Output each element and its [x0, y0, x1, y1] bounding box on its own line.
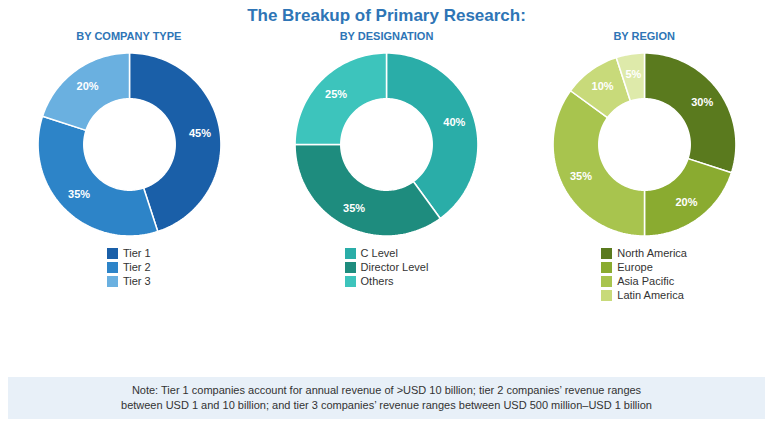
- html-text:Director Level: Director Level: [360, 261, 429, 273]
- html-text:Tier 2: Tier 2: [123, 261, 151, 273]
- svg-text:20%: 20%: [76, 80, 98, 92]
- svg-text:10%: 10%: [592, 80, 614, 92]
- html-text:Latin America: Latin America: [617, 289, 684, 301]
- svg-text:35%: 35%: [570, 170, 592, 182]
- svg-text:45%: 45%: [189, 127, 211, 139]
- html-text:Note: Tier 1 companies account: Note: Tier 1 companies account for annua…: [121, 384, 652, 412]
- svg-text:5%: 5%: [626, 68, 642, 80]
- svg-text:30%: 30%: [691, 96, 713, 108]
- svg-text:35%: 35%: [68, 188, 90, 200]
- html-text:C Level: C Level: [360, 247, 398, 259]
- html-text:The Breakup of Primary Researc: The Breakup of Primary Research:: [247, 6, 526, 25]
- html-text:BY DESIGNATION: BY DESIGNATION: [339, 30, 434, 42]
- html-text:Tier 3: Tier 3: [123, 275, 151, 287]
- html-text:BY COMPANY TYPE: BY COMPANY TYPE: [76, 30, 182, 42]
- html-text:Others: Others: [360, 275, 394, 287]
- svg-text:35%: 35%: [344, 202, 366, 214]
- html-text:BY REGION: BY REGION: [613, 30, 675, 42]
- html-text:Tier 1: Tier 1: [123, 247, 151, 259]
- svg-text:25%: 25%: [326, 88, 348, 100]
- svg-text:20%: 20%: [676, 196, 698, 208]
- html-text:Asia Pacific: Asia Pacific: [617, 275, 675, 287]
- html-text:Europe: Europe: [617, 261, 653, 273]
- html-text:North America: North America: [617, 247, 687, 259]
- svg-text:40%: 40%: [444, 116, 466, 128]
